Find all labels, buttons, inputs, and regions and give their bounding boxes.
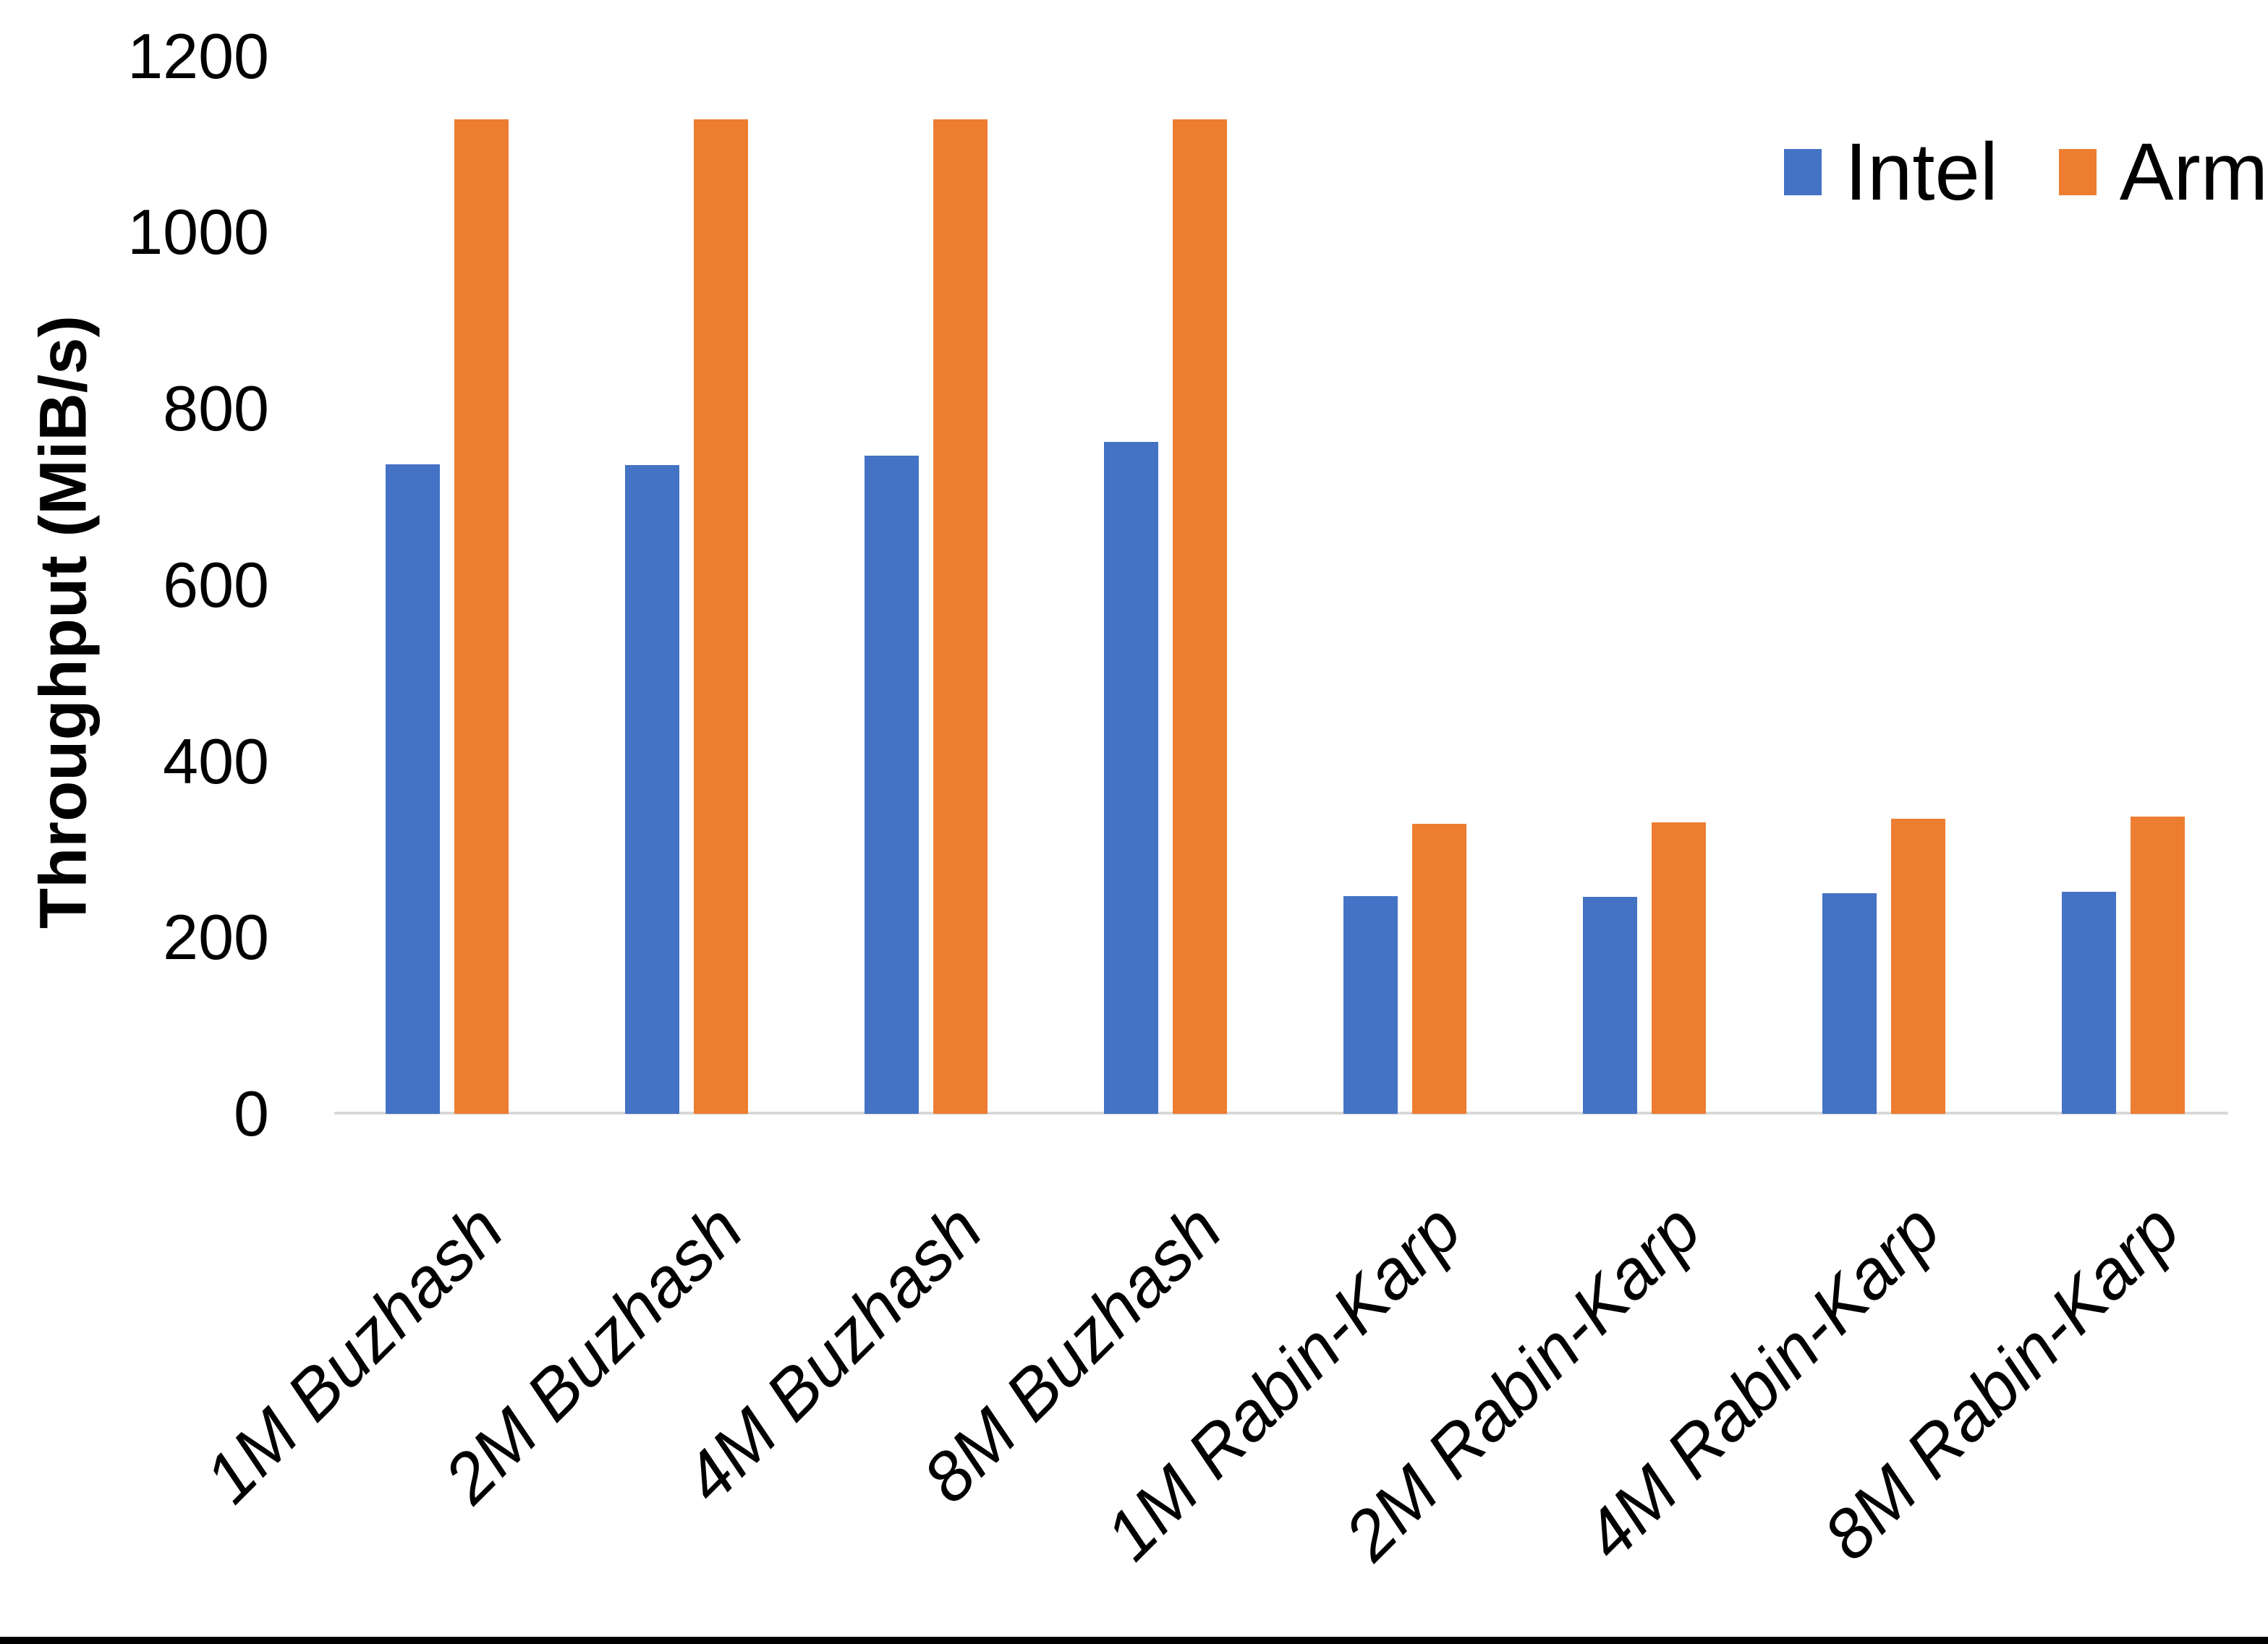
bottom-border [0,1637,2268,1644]
y-tick-label: 200 [163,901,269,974]
bar-intel-8m-buzhash [1104,442,1158,1114]
plot-area [334,119,2228,1115]
legend-item-intel: Intel [1784,132,1998,213]
bar-arm-8m-buzhash [1173,119,1227,1114]
bar-intel-2m-rabin-karp [1583,897,1637,1114]
bar-intel-8m-rabin-karp [2062,892,2116,1114]
bar-arm-8m-rabin-karp [2131,817,2185,1114]
legend-swatch-arm-icon [2058,149,2097,195]
bar-intel-1m-rabin-karp [1343,896,1398,1114]
bar-arm-2m-rabin-karp [1652,822,1706,1114]
legend-label-intel: Intel [1845,127,1998,217]
legend-item-arm: Arm [2058,127,2268,217]
bar-arm-1m-buzhash [454,119,509,1114]
bar-intel-4m-buzhash [865,456,919,1114]
bar-intel-1m-buzhash [386,464,440,1114]
legend: Intel Arm [1784,132,2268,213]
x-axis-line [334,1112,2228,1115]
y-tick-label: 0 [234,1078,269,1149]
bar-arm-4m-buzhash [933,119,988,1114]
bar-intel-2m-buzhash [625,465,679,1114]
bar-arm-2m-buzhash [694,119,748,1114]
bar-intel-4m-rabin-karp [1822,893,1877,1114]
legend-swatch-intel-icon [1784,149,1822,195]
y-tick-label: 1200 [127,20,269,92]
x-category-label: 1M Buzhash [190,1190,518,1518]
y-tick-label: 400 [163,725,269,797]
y-tick-label: 600 [163,548,269,621]
y-tick-label: 800 [163,372,269,444]
bar-arm-1m-rabin-karp [1412,824,1466,1114]
bar-arm-4m-rabin-karp [1891,819,1945,1114]
y-tick-label: 1000 [127,196,269,268]
legend-label-arm: Arm [2119,127,2268,217]
